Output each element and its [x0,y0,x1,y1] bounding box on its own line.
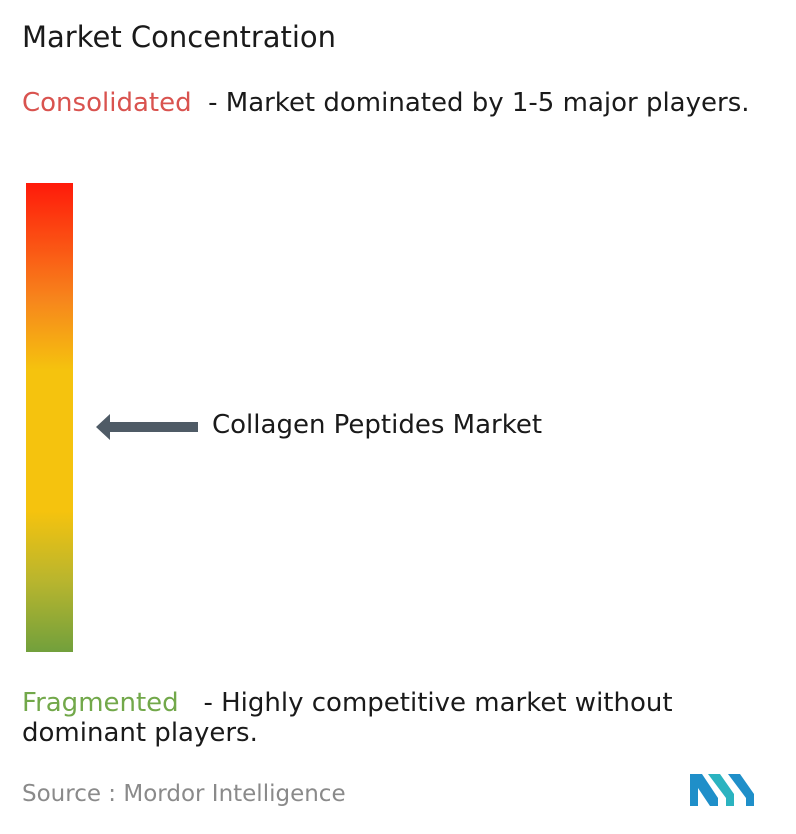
logo [690,774,754,806]
concentration-scale [26,183,73,652]
source-label: Source : [22,781,117,807]
logo-shape [728,774,754,806]
source: Source : Mordor Intelligence [22,781,346,807]
arrow [96,414,198,440]
fragmented-description: - Highly competitive market without domi… [22,688,673,748]
title: Market Concentration [22,20,337,54]
consolidated-text: Consolidated - Market dominated by 1-5 m… [22,88,792,118]
logo-shape [708,774,734,806]
consolidated-label: Consolidated [22,88,192,118]
fragmented-text: Fragmented - Highly competitive market w… [22,688,792,748]
fragmented-label: Fragmented [22,688,179,718]
marker-label: Collagen Peptides Market [212,410,543,440]
consolidated-description: - Market dominated by 1-5 major players. [208,88,750,118]
arrow-shape [96,414,198,440]
source-name: Mordor Intelligence [123,781,346,807]
logo-shape [690,774,718,806]
